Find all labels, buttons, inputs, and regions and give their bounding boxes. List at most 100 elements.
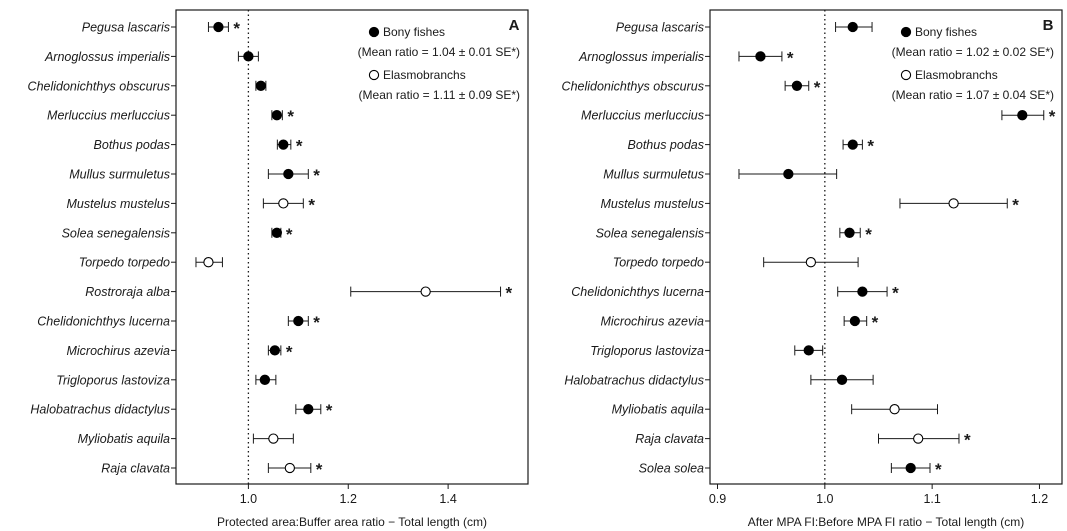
bony-fish-point	[849, 315, 861, 327]
elasmobranch-point	[913, 433, 924, 444]
bony-fish-point	[283, 168, 294, 180]
significance-star: *	[313, 313, 320, 332]
elasmobranch-point	[284, 462, 295, 474]
significance-star: *	[1012, 195, 1019, 214]
species-label: Raja clavata	[635, 432, 704, 446]
species-label: Halobatrachus didactylus	[564, 373, 704, 387]
significance-star: *	[286, 342, 293, 361]
significance-star: *	[872, 313, 879, 332]
x-tick-label: 0.9	[709, 492, 726, 506]
significance-star: *	[316, 460, 323, 479]
plot-frame	[175, 9, 529, 485]
bony-fish-point	[905, 462, 916, 474]
bony-fish-point	[271, 110, 283, 121]
bony-fish-point	[847, 139, 858, 150]
species-label: Solea solea	[639, 462, 704, 476]
bony-fish-point	[271, 227, 283, 238]
species-label: Trigloporus lastoviza	[590, 344, 704, 358]
legend-bony-stat: (Mean ratio = 1.04 ± 0.01 SE*)	[358, 45, 520, 59]
species-label: Solea senegalensis	[62, 226, 170, 240]
elasmobranch-point	[805, 257, 817, 268]
species-label: Trigloporus lastoviza	[56, 373, 170, 387]
species-label: Solea senegalensis	[596, 226, 704, 240]
species-label: Merluccius merluccius	[47, 109, 170, 123]
species-label: Merluccius merluccius	[581, 109, 704, 123]
legend-bony-marker	[900, 26, 912, 38]
legend-bony-label: Bony fishes	[915, 25, 977, 39]
bony-fish-point	[269, 345, 281, 356]
species-label: Pegusa lascaris	[616, 21, 704, 35]
significance-star: *	[308, 195, 315, 214]
panel-label: A	[509, 17, 520, 34]
bony-fish-point	[278, 139, 289, 150]
legend-elasmo-stat: (Mean ratio = 1.07 ± 0.04 SE*)	[892, 88, 1054, 102]
bony-fish-point	[791, 80, 803, 91]
species-label: Myliobatis aquila	[612, 403, 704, 417]
species-label: Torpedo torpedo	[79, 256, 170, 270]
legend-elasmo-marker	[368, 69, 380, 81]
significance-star: *	[935, 460, 942, 479]
bony-fish-point	[836, 374, 848, 385]
significance-star: *	[296, 137, 303, 156]
species-label: Mullus surmuletus	[603, 168, 704, 182]
significance-star: *	[787, 48, 794, 67]
legend-bony-marker	[368, 26, 380, 38]
x-tick-label: 1.1	[923, 492, 940, 506]
legend-bony-label: Bony fishes	[383, 25, 445, 39]
legend-elasmo-label: Elasmobranchs	[915, 68, 998, 82]
species-label: Mullus surmuletus	[69, 168, 170, 182]
significance-star: *	[286, 225, 293, 244]
significance-star: *	[287, 107, 294, 126]
legend-bony-stat: (Mean ratio = 1.02 ± 0.02 SE*)	[892, 45, 1054, 59]
x-tick-label: 1.4	[439, 492, 456, 506]
panel-label: B	[1043, 17, 1054, 34]
bony-fish-point	[783, 168, 794, 180]
species-label: Halobatrachus didactylus	[30, 403, 170, 417]
species-label: Bothus podas	[94, 138, 170, 152]
species-label: Rostroraja alba	[85, 285, 170, 299]
species-label: Chelidonichthys obscurus	[562, 79, 704, 93]
significance-star: *	[506, 284, 513, 303]
significance-star: *	[326, 401, 333, 420]
panel-b-chart: 0.9 1.0 1.1 1.2 After MPA FI:Before MPA FI r…	[562, 9, 1063, 529]
elasmobranch-point	[268, 433, 279, 444]
bony-fish-point	[755, 51, 766, 62]
elasmobranch-point	[278, 198, 289, 209]
species-label: Arnoglossus imperialis	[44, 50, 170, 64]
plot-frame	[709, 9, 1063, 485]
significance-star: *	[867, 137, 874, 156]
significance-star: *	[964, 431, 971, 450]
panel-a-chart: 1.0 1.2 1.4 Protected area:Buffer area rati…	[28, 9, 529, 529]
elasmobranch-point	[203, 257, 214, 268]
bony-fish-point	[844, 227, 855, 238]
species-label: Microchirus azevia	[600, 315, 704, 329]
species-label: Mustelus mustelus	[600, 197, 704, 211]
significance-star: *	[865, 225, 872, 244]
species-label: Chelidonichthys lucerna	[37, 315, 170, 329]
bony-fish-point	[259, 374, 271, 385]
species-label: Pegusa lascaris	[82, 21, 170, 35]
legend-elasmo-label: Elasmobranchs	[383, 68, 466, 82]
bony-fish-point	[857, 286, 868, 297]
bony-fish-point	[803, 345, 814, 356]
species-label: Myliobatis aquila	[78, 432, 170, 446]
bony-fish-point	[303, 404, 314, 415]
x-tick-label: 1.0	[240, 492, 257, 506]
species-label: Bothus podas	[628, 138, 704, 152]
species-label: Mustelus mustelus	[66, 197, 170, 211]
x-axis-title: Protected area:Buffer area ratio − Total…	[217, 515, 487, 529]
elasmobranch-point	[948, 198, 959, 209]
bony-fish-point	[243, 51, 254, 62]
significance-star: *	[1049, 107, 1056, 126]
species-label: Arnoglossus imperialis	[578, 50, 704, 64]
bony-fish-point	[213, 21, 224, 33]
elasmobranch-point	[420, 286, 431, 297]
significance-star: *	[892, 284, 899, 303]
elasmobranch-point	[889, 404, 900, 415]
x-tick-label: 1.0	[816, 492, 833, 506]
x-tick-label: 1.2	[1031, 492, 1048, 506]
bony-fish-point	[847, 21, 858, 33]
significance-star: *	[233, 19, 240, 38]
legend-elasmo-stat: (Mean ratio = 1.11 ± 0.09 SE*)	[359, 88, 520, 102]
